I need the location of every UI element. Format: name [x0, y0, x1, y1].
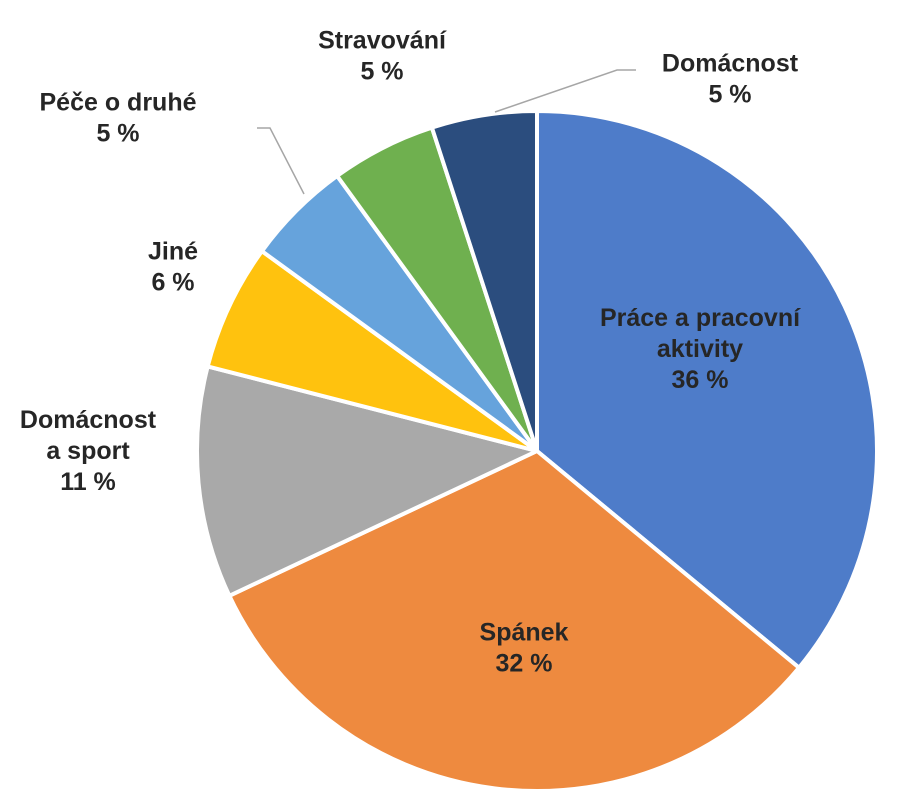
- slice-name-6: Domácnost: [662, 50, 799, 78]
- slice-name-0: aktivity: [657, 335, 743, 363]
- slice-label-2: Domácnost a sport 11 %: [20, 406, 157, 496]
- pie-slices: [195, 109, 879, 793]
- slice-value-6: 5 %: [708, 81, 751, 109]
- pie-slice-2: [195, 364, 539, 598]
- slice-name-3: Jiné: [148, 238, 198, 266]
- slice-value-0: 36 %: [672, 366, 729, 394]
- leader-line-4: [257, 127, 305, 195]
- slice-value-2: 11 %: [60, 468, 116, 496]
- slice-name-1: Spánek: [480, 619, 569, 647]
- leader-lines: [257, 69, 636, 195]
- pie-slice-1: [227, 449, 801, 793]
- slice-name-0: Práce a pracovní: [600, 304, 801, 332]
- slice-name-4: Péče o druhé: [40, 89, 197, 117]
- slice-label-4: Péče o druhé 5 %: [40, 89, 197, 148]
- slice-value-1: 32 %: [496, 650, 553, 678]
- pie-slice-6: [429, 109, 539, 453]
- slice-value-3: 6 %: [151, 269, 194, 297]
- slice-name-2: a sport: [46, 437, 130, 465]
- slice-value-4: 5 %: [96, 120, 139, 148]
- slice-labels: Práce a pracovní aktivity 36 % Spánek 32 % Do…: [20, 27, 801, 678]
- pie-slice-3: [205, 249, 539, 453]
- pie-slice-0: [535, 109, 879, 670]
- slice-name-5: Stravování: [318, 27, 447, 55]
- slice-label-5: Stravování 5 %: [318, 27, 447, 86]
- slice-value-5: 5 %: [360, 58, 403, 86]
- slice-label-6: Domácnost 5 %: [662, 50, 799, 109]
- leader-line-6: [494, 69, 636, 113]
- slice-name-2: Domácnost: [20, 406, 157, 434]
- slice-label-0: Práce a pracovní aktivity 36 %: [600, 304, 801, 394]
- slice-label-3: Jiné 6 %: [148, 238, 198, 297]
- slice-label-1: Spánek 32 %: [480, 619, 569, 678]
